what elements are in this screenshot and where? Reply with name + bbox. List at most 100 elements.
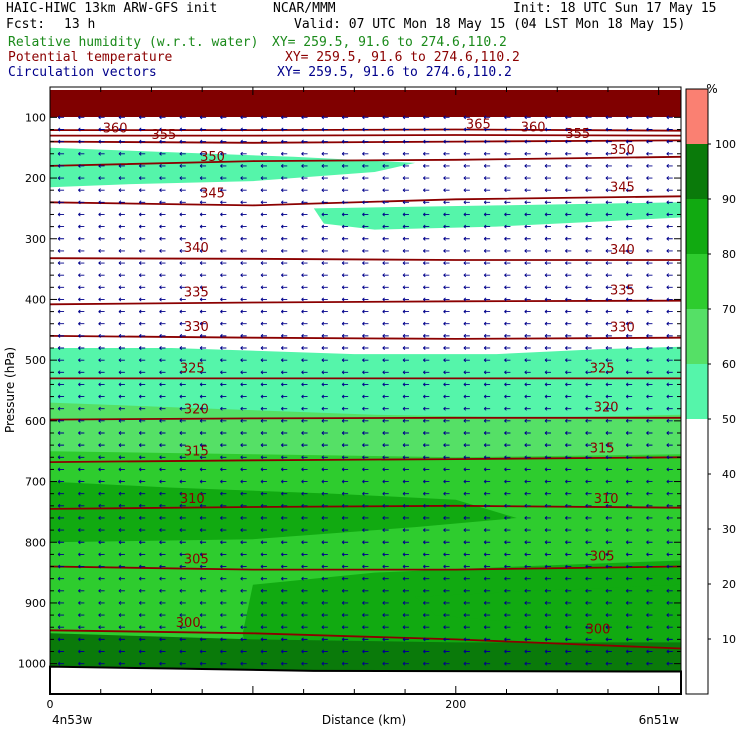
wind-arrow [422,503,430,508]
field-vector-label: Circulation vectors [8,65,157,80]
terrain-layer [49,665,682,695]
wind-arrow [220,224,227,229]
wind-arrow [260,552,267,557]
wind-arrow [118,625,125,630]
wind-arrow [524,637,531,642]
wind-arrow [301,576,308,581]
wind-arrow [524,346,531,350]
wind-arrow [138,600,146,605]
wind-arrow [544,333,552,338]
wind-arrow [78,479,85,484]
wind-arrow [382,588,389,593]
wind-arrow [524,321,531,326]
wind-arrow [504,273,511,278]
wind-arrow [78,661,85,666]
wind-arrow [504,151,511,156]
wind-arrow [301,321,308,326]
theta-label-305: 305 [590,549,615,564]
theta-label-360: 360 [521,120,546,135]
wind-arrow [199,503,207,508]
wind-arrow [422,467,430,472]
wind-arrow [625,139,633,144]
wind-arrow [504,176,511,181]
wind-arrow [463,600,470,605]
wind-arrow [565,431,572,435]
wind-arrow [362,285,369,290]
wind-arrow [524,455,531,460]
wind-arrow [118,443,125,448]
wind-arrow [666,406,673,411]
field-theta-label: Potential temperature [8,50,173,65]
wind-arrow [260,346,267,350]
wind-arrow [483,443,491,448]
wind-arrow [362,273,369,278]
wind-arrow [220,418,227,423]
wind-arrow [321,576,328,581]
wind-arrow [159,151,166,156]
wind-arrow [301,285,308,290]
wind-arrow [118,564,125,569]
wind-arrow [422,285,430,290]
wind-arrow [646,394,653,399]
rh-region-0 [50,90,681,118]
colorbar-label-20: 20 [722,578,736,591]
wind-arrow [118,406,125,411]
wind-arrow [78,455,85,460]
wind-arrow [605,321,612,326]
wind-arrow [463,625,470,630]
wind-arrow [666,479,673,484]
wind-arrow [57,285,65,290]
wind-arrow [138,176,146,181]
wind-arrow [585,358,592,363]
wind-arrow [585,163,592,168]
wind-arrow [504,443,511,448]
wind-arrow [362,309,369,314]
y-tick-label-700: 700 [25,476,46,489]
wind-arrow [565,333,572,338]
wind-arrow [362,297,369,302]
wind-arrow [301,491,308,496]
wind-arrow [98,649,105,654]
wind-arrow [199,455,207,460]
theta-label-350: 350 [610,143,635,158]
wind-arrow [565,370,572,375]
wind-arrow [159,588,166,593]
y-tick-label-200: 200 [25,172,46,185]
wind-arrow [565,200,572,205]
wind-arrow [666,637,673,642]
wind-arrow [422,564,430,569]
wind-arrow [443,309,450,314]
wind-arrow [524,188,531,193]
wind-arrow [341,479,349,484]
wind-arrow [443,394,450,399]
wind-arrow [625,576,633,581]
wind-arrow [138,151,146,156]
wind-arrow [280,297,288,302]
wind-arrow [280,418,288,423]
wind-arrow [240,503,247,508]
wind-arrow [565,406,572,411]
wind-arrow [666,649,673,654]
wind-arrow [422,261,430,265]
wind-arrow [565,600,572,605]
wind-arrow [78,564,85,569]
wind-arrow [341,382,349,387]
wind-arrow [159,297,166,302]
wind-arrow [159,176,166,181]
wind-arrow [260,321,267,326]
wind-arrow [585,151,592,156]
wind-arrow [544,127,552,132]
wind-arrow [78,516,85,520]
wind-arrow [585,309,592,314]
wind-arrow [544,321,552,326]
wind-arrow [402,649,409,654]
wind-arrow [138,431,146,435]
wind-arrow [605,370,612,375]
wind-arrow [565,236,572,241]
wind-arrow [544,491,552,496]
wind-arrow [544,528,552,533]
wind-arrow [666,576,673,581]
wind-arrow [159,248,166,253]
wind-arrow [443,236,450,241]
wind-arrow [301,200,308,205]
